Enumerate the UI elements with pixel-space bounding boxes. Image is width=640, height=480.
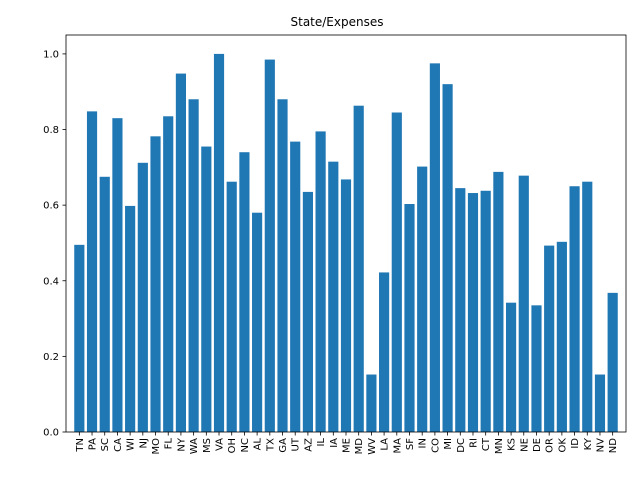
bar-dc [455,188,466,432]
bar-tx [264,59,275,432]
bar-ct [480,190,491,432]
bar-me [340,179,352,432]
x-tick-label: KY [583,437,594,450]
bar-co [429,63,440,433]
y-axis: 0.0 0.2 0.4 0.6 0.8 1.0 [43,49,66,439]
bar-fl [163,116,174,432]
x-tick-label: OR [545,438,556,453]
x-tick-label: SF [405,438,416,450]
bar-nv [594,374,606,432]
x-tick-label: SC [100,438,111,451]
bars-group [74,53,618,433]
x-tick-label: IN [418,438,429,448]
bar-md [353,105,364,432]
x-tick-label: FL [164,438,175,450]
bar-mn [493,171,504,432]
bar-ca [112,118,123,433]
y-tick-label: 0.4 [43,276,59,287]
bar-ok [556,241,567,432]
x-tick-label: ID [570,438,581,449]
x-tick-label: WV [367,438,378,455]
x-tick-label: WI [126,438,137,451]
x-tick-label: CT [481,437,492,451]
x-tick-label: PA [88,438,99,450]
x-tick-label: CO [430,438,441,453]
bar-ms [201,146,212,433]
bar-ny [175,73,186,432]
y-tick-label: 0.6 [43,201,59,212]
bar-ky [582,181,593,432]
x-tick-label: LA [380,438,391,451]
bar-wv [366,374,377,432]
y-tick-label: 0.8 [43,125,59,136]
x-tick-label: MO [151,438,162,455]
x-tick-label: CA [113,438,124,452]
x-tick-label: DC [456,438,467,453]
x-tick-label: OH [227,438,238,453]
x-tick-label: ME [342,438,353,453]
bar-ga [277,99,288,432]
x-tick-label: NV [595,438,606,452]
bar-az [302,191,313,432]
x-tick-label: VA [215,438,226,451]
bar-sc [99,176,110,432]
bar-ne [518,175,529,432]
y-tick-label: 1.0 [43,49,59,60]
x-tick-label: ND [608,438,619,453]
bar-or [544,245,555,432]
x-tick-label: WA [189,438,200,454]
x-axis: TN PA SC CA WI NJ MO FL NY WA MS VA OH NC AL TX GA UT AZ IL… [75,432,619,455]
bar-pa [86,111,98,432]
bar-ut [290,141,301,432]
bar-nc [239,152,250,432]
x-tick-label: NY [176,437,187,451]
x-tick-label: RI [468,438,479,448]
x-tick-label: AL [253,438,264,451]
bar-sf [404,204,415,432]
x-tick-label: DE [532,438,543,452]
bar-in [417,166,428,432]
y-tick-label: 0.2 [43,352,59,363]
x-tick-label: IA [329,438,340,448]
bar-al [252,212,263,432]
x-tick-label: NE [519,438,530,452]
x-tick-label: OK [557,438,568,453]
chart-title: State/Expenses [291,15,384,29]
x-tick-label: MA [392,438,403,454]
x-tick-label: MN [494,438,505,454]
bar-ma [391,112,402,432]
x-tick-label: IL [316,438,327,447]
bar-tn [74,244,85,432]
bar-ks [506,302,517,432]
y-tick-label: 0.0 [43,428,59,439]
bar-wi [125,205,136,432]
x-tick-label: MS [202,438,213,453]
bar-la [379,272,390,432]
bar-mo [150,136,161,432]
bar-il [315,131,326,432]
x-tick-label: AZ [303,438,314,452]
bar-id [569,186,580,432]
x-tick-label: TX [265,438,276,452]
bar-nd [607,292,618,432]
x-tick-label: GA [278,438,289,453]
x-tick-label: MI [443,438,454,450]
bar-nj [137,162,148,433]
plot-frame [65,34,627,433]
x-tick-label: NC [240,438,251,452]
x-tick-label: MD [354,438,365,455]
bar-wa [188,99,199,432]
bar-ri [467,193,479,432]
bar-mi [442,84,453,433]
bar-oh [226,181,237,432]
x-tick-label: KS [507,438,518,451]
bar-ia [328,161,339,432]
x-tick-label: TN [75,438,86,453]
bar-va [213,53,225,433]
x-tick-label: UT [291,437,302,451]
bar-de [531,305,542,432]
x-tick-label: NJ [138,438,149,448]
